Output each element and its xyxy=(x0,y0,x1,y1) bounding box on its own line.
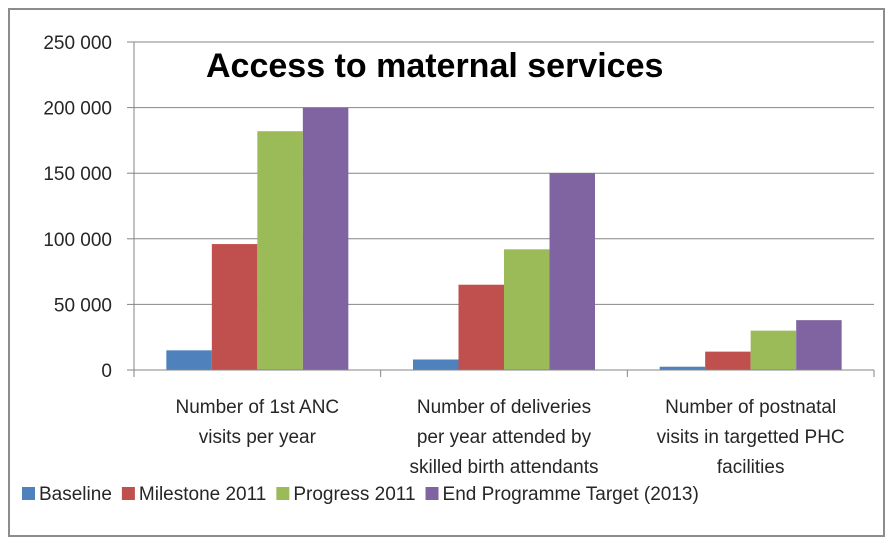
chart-frame xyxy=(8,8,885,537)
axes xyxy=(127,41,875,377)
bar-4-3 xyxy=(796,320,842,370)
chart-title: Access to maternal services xyxy=(206,47,663,85)
category-label: Number of 1st ANC xyxy=(175,397,339,418)
bar-2-2 xyxy=(458,284,504,370)
legend-swatch xyxy=(22,487,35,500)
category-labels: Number of 1st ANC visits per year Number o… xyxy=(175,397,844,478)
bar-4-1 xyxy=(302,107,349,370)
y-tick-label: 100 000 xyxy=(43,230,112,251)
legend-label: Progress 2011 xyxy=(293,484,415,505)
bar-4-2 xyxy=(549,173,595,370)
bars xyxy=(166,107,842,370)
y-tick-label: 200 000 xyxy=(43,99,112,120)
legend: Baseline Milestone 2011 Progress 2011 End P… xyxy=(22,484,699,505)
category-label: per year attended by xyxy=(417,427,592,448)
category-label: facilities xyxy=(717,457,785,478)
y-tick-label: 0 xyxy=(101,361,112,382)
bar-1-3 xyxy=(659,366,706,370)
category-label: visits in targetted PHC xyxy=(657,427,845,448)
bar-2-1 xyxy=(211,244,258,370)
y-tick-label: 250 000 xyxy=(43,33,112,54)
y-tick-label: 50 000 xyxy=(54,295,112,316)
legend-swatch xyxy=(276,487,290,500)
legend-label: Baseline xyxy=(39,484,112,505)
bar-3-1 xyxy=(257,131,303,370)
bar-1-1 xyxy=(166,350,212,370)
legend-swatch xyxy=(121,487,135,500)
y-tick-label: 150 000 xyxy=(43,164,112,185)
legend-label: End Programme Target (2013) xyxy=(443,484,699,505)
bar-1-2 xyxy=(413,359,459,370)
bar-2-3 xyxy=(705,351,751,370)
y-tick-labels: 0 50 000 100 000 150 000 200 000 250 000 xyxy=(43,33,112,382)
category-label: Number of postnatal xyxy=(665,397,836,418)
legend-swatch xyxy=(425,487,439,500)
category-label: visits per year xyxy=(199,427,317,448)
bar-3-2 xyxy=(504,249,550,370)
legend-label: Milestone 2011 xyxy=(139,484,266,505)
category-label: skilled birth attendants xyxy=(409,457,598,478)
bar-3-3 xyxy=(750,330,797,370)
category-label: Number of deliveries xyxy=(417,397,591,418)
